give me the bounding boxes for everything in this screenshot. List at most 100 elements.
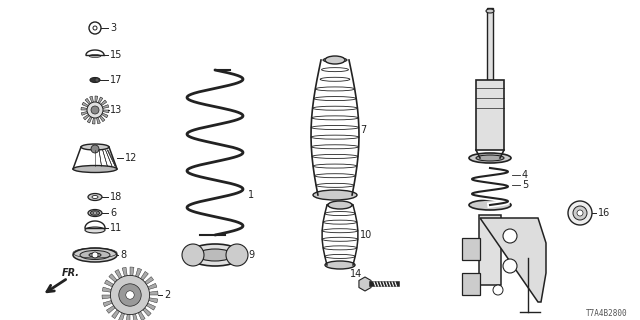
- Ellipse shape: [327, 203, 353, 207]
- Wedge shape: [95, 110, 100, 124]
- Wedge shape: [115, 269, 130, 295]
- Text: 2: 2: [164, 290, 170, 300]
- Wedge shape: [81, 110, 95, 115]
- Wedge shape: [81, 107, 95, 110]
- Wedge shape: [130, 295, 151, 316]
- Wedge shape: [130, 295, 145, 320]
- Ellipse shape: [325, 56, 345, 64]
- Text: 11: 11: [110, 223, 122, 233]
- Ellipse shape: [486, 9, 494, 13]
- Bar: [487, 8, 493, 80]
- Ellipse shape: [318, 193, 352, 197]
- Circle shape: [493, 285, 503, 295]
- Text: 10: 10: [360, 230, 372, 240]
- Bar: [462, 273, 480, 295]
- Wedge shape: [130, 267, 134, 295]
- Ellipse shape: [469, 153, 511, 163]
- Wedge shape: [130, 277, 154, 295]
- Circle shape: [226, 244, 248, 266]
- Text: 1: 1: [248, 190, 254, 200]
- Ellipse shape: [469, 200, 511, 210]
- Ellipse shape: [80, 251, 110, 260]
- Text: 3: 3: [110, 23, 116, 33]
- Circle shape: [91, 106, 99, 114]
- Ellipse shape: [88, 210, 102, 217]
- Wedge shape: [106, 295, 130, 313]
- Wedge shape: [95, 96, 98, 110]
- Wedge shape: [130, 295, 138, 320]
- Circle shape: [503, 259, 517, 273]
- Ellipse shape: [73, 165, 117, 172]
- Wedge shape: [118, 295, 130, 320]
- Wedge shape: [95, 97, 103, 110]
- Bar: [479, 215, 501, 285]
- Ellipse shape: [93, 212, 97, 214]
- Ellipse shape: [476, 155, 504, 161]
- Wedge shape: [102, 295, 130, 299]
- Text: 17: 17: [110, 75, 122, 85]
- Wedge shape: [87, 110, 95, 123]
- Text: 5: 5: [522, 180, 528, 190]
- Text: 16: 16: [598, 208, 611, 218]
- Wedge shape: [103, 295, 130, 307]
- Circle shape: [87, 102, 103, 118]
- Bar: [462, 238, 480, 260]
- Wedge shape: [111, 295, 130, 318]
- Circle shape: [568, 201, 592, 225]
- Wedge shape: [130, 295, 157, 303]
- Text: 13: 13: [110, 105, 122, 115]
- Circle shape: [126, 291, 134, 299]
- Circle shape: [92, 252, 98, 258]
- Wedge shape: [95, 110, 105, 122]
- Text: 15: 15: [110, 50, 122, 60]
- Wedge shape: [82, 102, 95, 110]
- Wedge shape: [83, 110, 95, 120]
- Circle shape: [91, 145, 99, 153]
- Ellipse shape: [323, 58, 347, 62]
- Text: 4: 4: [522, 170, 528, 180]
- Wedge shape: [122, 267, 130, 295]
- Wedge shape: [90, 96, 95, 110]
- Polygon shape: [480, 218, 546, 302]
- Circle shape: [503, 229, 517, 243]
- Text: 12: 12: [125, 153, 138, 163]
- Bar: [476, 80, 504, 150]
- Wedge shape: [130, 291, 158, 295]
- Text: 14: 14: [350, 269, 362, 279]
- Ellipse shape: [198, 249, 232, 261]
- Wedge shape: [109, 274, 130, 295]
- Ellipse shape: [328, 201, 352, 209]
- Wedge shape: [102, 287, 130, 295]
- Circle shape: [573, 206, 587, 220]
- Ellipse shape: [90, 77, 100, 83]
- Wedge shape: [104, 280, 130, 295]
- Text: 6: 6: [110, 208, 116, 218]
- Circle shape: [182, 244, 204, 266]
- Wedge shape: [95, 100, 107, 110]
- Wedge shape: [85, 98, 95, 110]
- Ellipse shape: [89, 54, 101, 58]
- Ellipse shape: [327, 262, 353, 268]
- Ellipse shape: [313, 190, 357, 200]
- Ellipse shape: [85, 227, 105, 233]
- Wedge shape: [130, 295, 156, 310]
- Ellipse shape: [90, 211, 99, 215]
- Text: FR.: FR.: [62, 268, 80, 278]
- Ellipse shape: [92, 196, 98, 198]
- Ellipse shape: [89, 253, 101, 257]
- Wedge shape: [130, 284, 157, 295]
- Wedge shape: [95, 105, 109, 110]
- Wedge shape: [130, 268, 141, 295]
- Text: 7: 7: [360, 125, 366, 135]
- Wedge shape: [95, 110, 109, 113]
- Ellipse shape: [88, 194, 102, 201]
- Text: T7A4B2800: T7A4B2800: [586, 308, 628, 317]
- Wedge shape: [130, 271, 148, 295]
- Ellipse shape: [73, 248, 117, 262]
- Circle shape: [95, 78, 99, 82]
- Wedge shape: [92, 110, 95, 124]
- Wedge shape: [126, 295, 130, 320]
- Text: 8: 8: [120, 250, 126, 260]
- Text: 9: 9: [248, 250, 254, 260]
- Ellipse shape: [325, 261, 355, 269]
